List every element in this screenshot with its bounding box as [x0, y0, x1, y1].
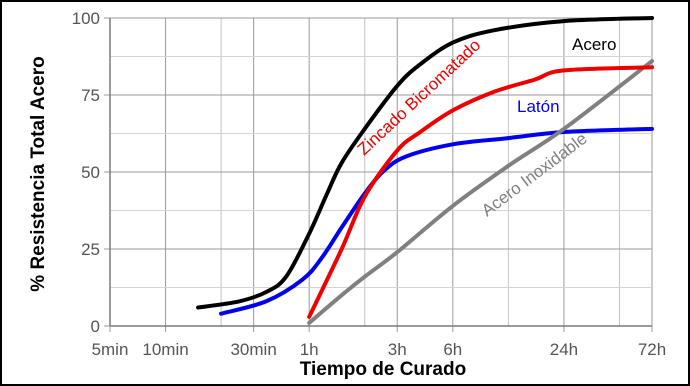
x-tick-label-3h: 3h [388, 340, 407, 359]
y-tick-label-25: 25 [81, 240, 100, 259]
y-tick-label-0: 0 [91, 317, 100, 336]
tick-labels: 5min 10min 30min 1h 3h 6h 24h 72h 0 25 50 75 100 [72, 9, 667, 359]
series-label-laton: Latón [517, 97, 560, 116]
series-line-acero-inoxidable [307, 59, 654, 325]
y-tick-label-75: 75 [81, 86, 100, 105]
x-axis-title: Tiempo de Curado [300, 359, 466, 380]
series-label-acero: Acero [572, 35, 616, 54]
series-line-acero [196, 16, 654, 310]
series-line-zincado-bicromatado [307, 65, 654, 319]
x-tick-label-30min: 30min [230, 340, 276, 359]
x-tick-label-6h: 6h [443, 340, 462, 359]
y-axis-title: % Resistencia Total Acero [28, 56, 49, 291]
x-tick-label-5min: 5min [92, 340, 129, 359]
x-tick-label-10min: 10min [142, 340, 188, 359]
x-tick-label-1h: 1h [300, 340, 319, 359]
x-tick-label-72h: 72h [638, 340, 666, 359]
y-tick-label-100: 100 [72, 9, 100, 28]
series-group [196, 16, 654, 325]
x-tick-label-24h: 24h [550, 340, 578, 359]
y-tick-label-50: 50 [81, 163, 100, 182]
